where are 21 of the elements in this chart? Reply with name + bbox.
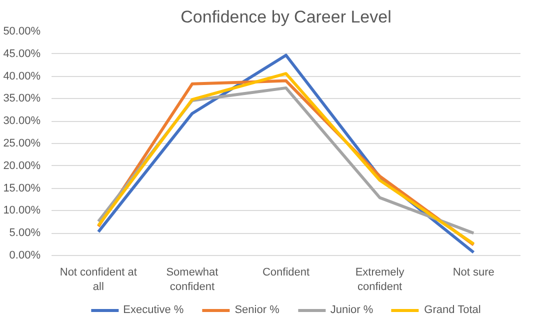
legend-label: Senior % [234, 304, 280, 316]
y-tick-label: 15.00% [3, 182, 41, 194]
y-tick-label: 5.00% [9, 227, 41, 240]
y-tick-label: 10.00% [3, 204, 41, 217]
y-tick-label: 50.00% [3, 26, 41, 38]
y-tick-label: 40.00% [3, 70, 41, 82]
y-tick-label: 25.00% [3, 138, 41, 150]
y-tick-label: 35.00% [3, 92, 41, 105]
x-tick-label: Somewhat confident [166, 266, 218, 293]
y-tick-label: 45.00% [3, 48, 41, 60]
legend-label: Grand Total [424, 304, 481, 316]
y-tick-label: 0.00% [9, 250, 41, 262]
x-tick-label: Extremely confident [355, 266, 405, 293]
x-tick-label: Confident [262, 266, 310, 278]
legend-label: Junior % [330, 304, 374, 316]
y-tick-label: 20.00% [3, 160, 41, 172]
x-tick-label: Not sure [452, 266, 494, 278]
x-tick-label: Not confident at all [60, 266, 137, 293]
chart-title: Confidence by Career Level [180, 8, 392, 26]
legend-label: Executive % [123, 304, 184, 316]
y-tick-label: 30.00% [3, 115, 41, 128]
